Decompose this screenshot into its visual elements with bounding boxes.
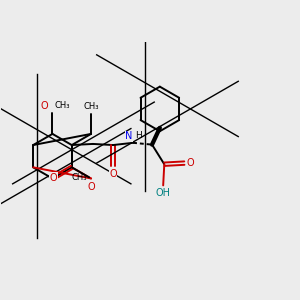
Text: O: O	[187, 158, 194, 168]
Text: O: O	[109, 169, 117, 179]
Text: O: O	[87, 182, 95, 192]
Text: OH: OH	[156, 188, 171, 198]
Text: N: N	[125, 131, 133, 141]
Text: CH₃: CH₃	[72, 173, 87, 182]
Text: O: O	[50, 173, 57, 183]
Text: CH₃: CH₃	[54, 101, 70, 110]
Text: CH₃: CH₃	[83, 102, 99, 111]
Text: H: H	[136, 131, 142, 140]
Text: O: O	[41, 101, 48, 111]
